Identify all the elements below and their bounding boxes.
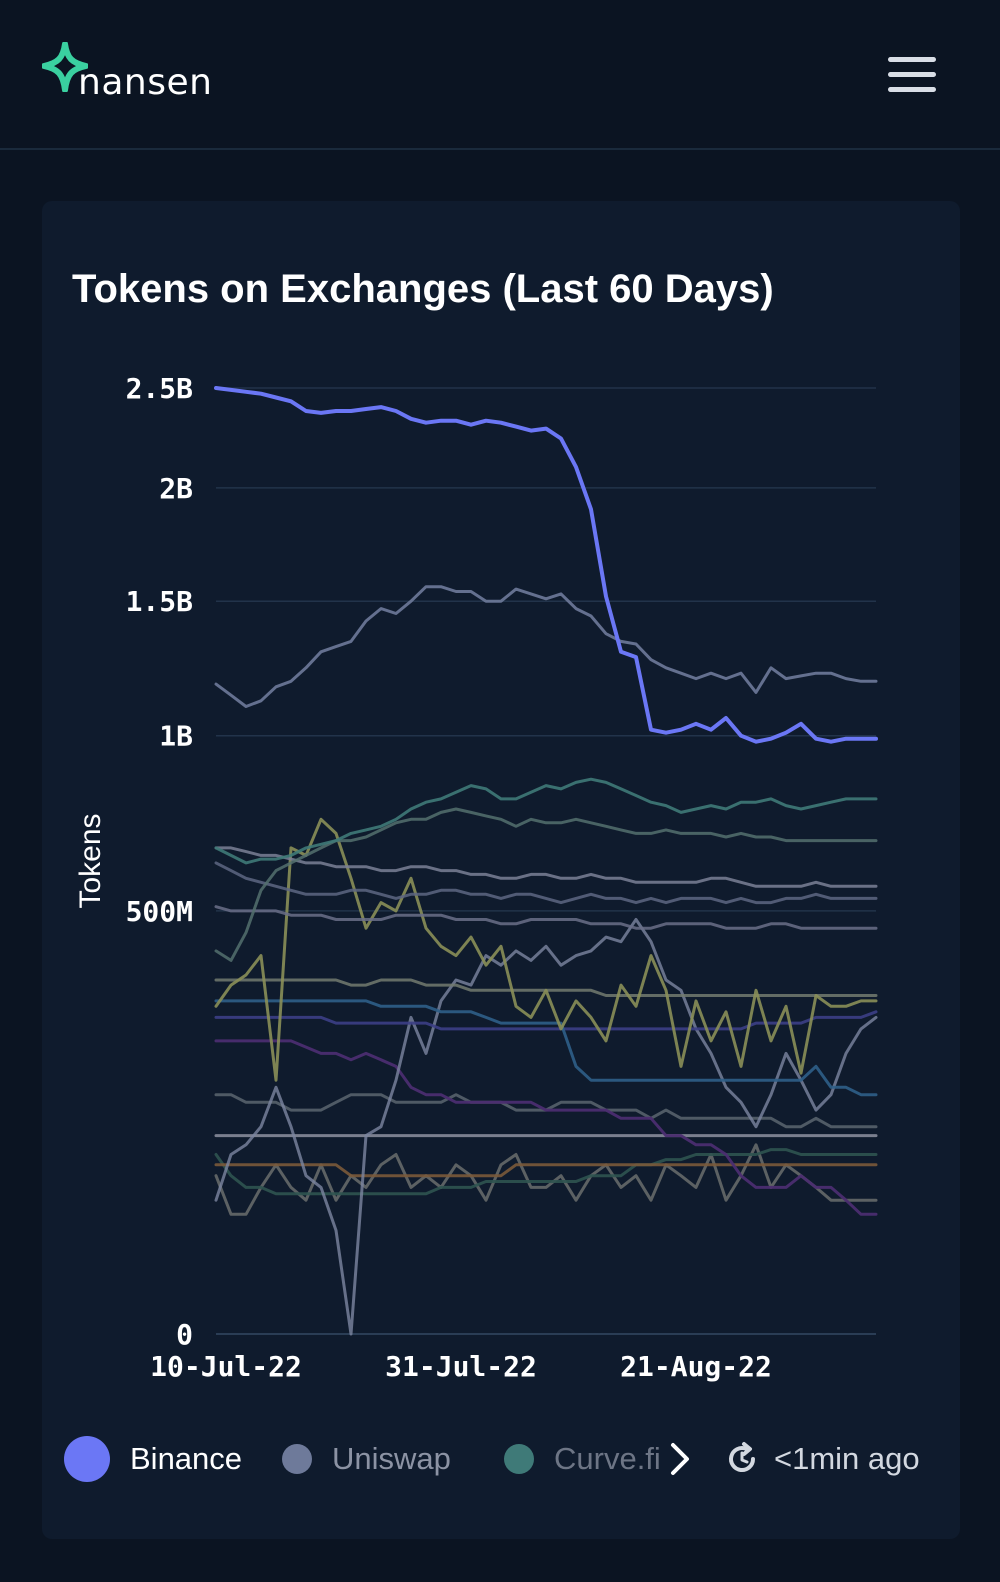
- legend-next-button[interactable]: [664, 1441, 694, 1477]
- hamburger-icon: [888, 57, 936, 62]
- series-line-5[interactable]: [214, 861, 878, 905]
- series-line-1[interactable]: [214, 585, 878, 708]
- chart-card: Tokens on Exchanges (Last 60 Days) 0 500M…: [42, 201, 960, 1539]
- x-tick-label: 31-Jul-22: [385, 1350, 537, 1383]
- chart-title: Tokens on Exchanges (Last 60 Days): [72, 267, 774, 311]
- y-tick-label: 2B: [159, 472, 193, 505]
- tokens-line-chart: 0 500M 1B 1.5B 2B 2.5B 10-Jul-22 31-Jul-22 21-A…: [74, 372, 878, 1383]
- nansen-star-icon: [42, 42, 88, 92]
- y-tick-label: 0: [176, 1318, 193, 1351]
- legend-label-binance: Binance: [130, 1441, 243, 1476]
- series-line-9[interactable]: [214, 999, 878, 1097]
- legend-item-binance[interactable]: Binance: [64, 1436, 243, 1482]
- series-line-0[interactable]: [214, 386, 878, 744]
- x-tick-label: 10-Jul-22: [150, 1350, 302, 1383]
- x-tick-label: 21-Aug-22: [620, 1350, 772, 1383]
- legend-dot-binance: [64, 1436, 110, 1482]
- refresh-icon[interactable]: [724, 1441, 760, 1477]
- y-tick-label: 1B: [159, 720, 193, 753]
- legend-label-uniswap: Uniswap: [332, 1441, 451, 1476]
- y-axis-label: Tokens: [74, 813, 107, 908]
- y-tick-label: 1.5B: [126, 585, 193, 618]
- series-line-6[interactable]: [214, 905, 878, 930]
- series-line-12[interactable]: [214, 1039, 878, 1216]
- series-line-17[interactable]: [214, 1143, 878, 1216]
- logo-text: nansen: [78, 62, 213, 103]
- legend-item-curve[interactable]: Curve.fi: [504, 1437, 661, 1481]
- series-line-16[interactable]: [214, 1148, 878, 1196]
- y-tick-label: 2.5B: [126, 372, 193, 405]
- legend-label-curve: Curve.fi: [554, 1441, 661, 1476]
- series-line-15[interactable]: [214, 1163, 878, 1178]
- last-updated: <1min ago: [724, 1437, 920, 1481]
- y-tick-label: 500M: [126, 895, 193, 928]
- legend-dot-curve: [504, 1444, 534, 1474]
- hamburger-icon-bar: [888, 87, 936, 92]
- last-updated-text: <1min ago: [774, 1441, 920, 1476]
- legend-dot-uniswap: [282, 1444, 312, 1474]
- chart-legend: Binance Uniswap Curve.fi <1min ago: [64, 1436, 944, 1482]
- series-line-3[interactable]: [214, 807, 878, 962]
- series-line-4[interactable]: [214, 846, 878, 888]
- series-line-7[interactable]: [214, 817, 878, 1082]
- legend-item-uniswap[interactable]: Uniswap: [282, 1437, 451, 1481]
- top-bar: nansen: [0, 0, 1000, 150]
- chevron-right-icon: [671, 1443, 689, 1475]
- hamburger-icon-bar: [888, 72, 936, 77]
- series-line-11[interactable]: [214, 918, 878, 1336]
- series-line-2[interactable]: [214, 777, 878, 865]
- hamburger-menu-button[interactable]: [888, 55, 938, 95]
